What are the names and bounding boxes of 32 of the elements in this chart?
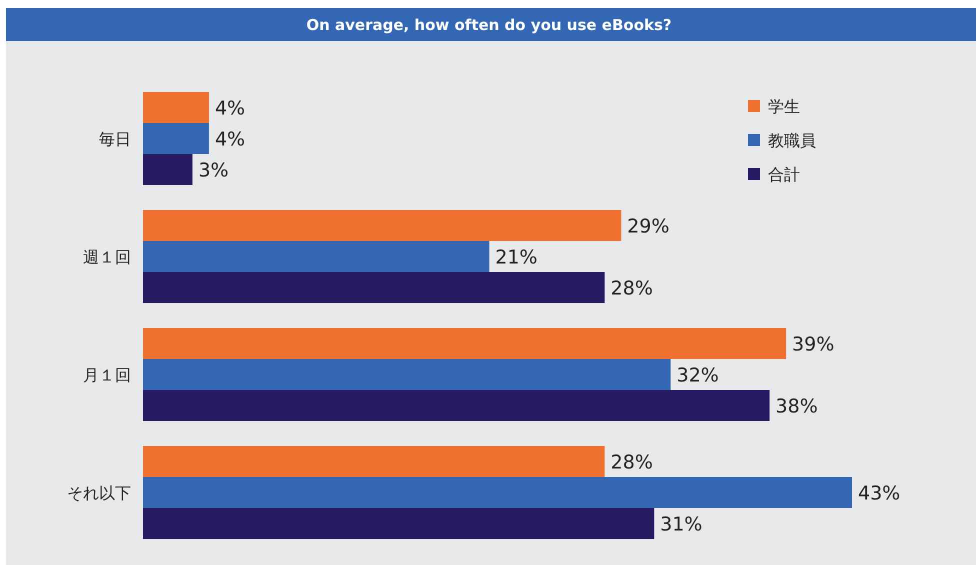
data-label: 28% — [610, 278, 653, 300]
data-label: 29% — [627, 216, 670, 238]
data-label: 3% — [198, 160, 229, 182]
y-tick-label: 週１回 — [83, 248, 131, 266]
bar — [143, 241, 490, 272]
data-label: 4% — [214, 98, 246, 120]
legend-label: 学生 — [768, 97, 800, 116]
bar — [143, 359, 671, 390]
bar — [143, 154, 192, 185]
data-label: 4% — [214, 128, 246, 150]
data-label: 28% — [610, 452, 653, 474]
bar — [143, 272, 605, 303]
y-tick-label: それ以下 — [67, 484, 131, 502]
bar — [143, 92, 209, 123]
data-label: 38% — [776, 396, 818, 418]
chart-title: On average, how often do you use eBooks? — [306, 16, 672, 34]
y-tick-label: 毎日 — [99, 130, 131, 148]
data-label: 43% — [858, 482, 900, 504]
data-label: 21% — [495, 246, 538, 268]
legend-label: 合計 — [768, 165, 800, 184]
data-label: 39% — [792, 334, 834, 356]
bar — [143, 210, 622, 241]
bar — [143, 508, 654, 539]
data-label: 31% — [660, 514, 702, 536]
bar — [143, 390, 770, 421]
bar — [143, 446, 605, 477]
bar — [143, 477, 852, 508]
y-tick-label: 月１回 — [83, 366, 131, 384]
bar — [143, 123, 209, 154]
data-label: 32% — [676, 364, 719, 386]
legend-label: 教職員 — [768, 131, 816, 150]
bar — [143, 328, 786, 359]
